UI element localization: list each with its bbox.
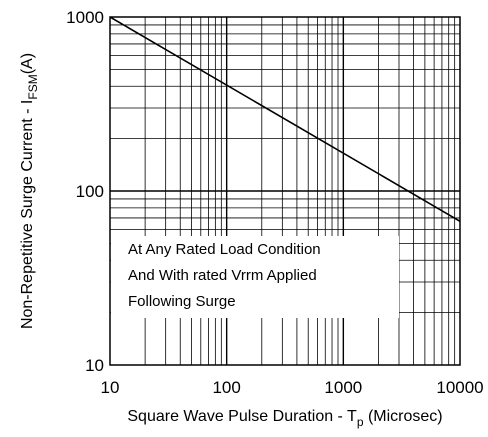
series-line [109, 16, 461, 222]
y-axis-label-unit: (A) [19, 53, 36, 74]
x-tick-label: 1000 [324, 378, 362, 397]
x-tick-label: 100 [212, 378, 240, 397]
annotation-box [111, 236, 399, 318]
x-axis-label-unit: (Microsec) [364, 408, 443, 425]
plot-frame [109, 16, 461, 366]
y-tick-labels: 10 100 1000 [66, 8, 104, 375]
y-axis-label-sub: FSM [26, 74, 40, 99]
annotation-line-3: Following Surge [128, 293, 236, 310]
y-tick-label: 100 [76, 182, 104, 201]
x-axis-label-main: Square Wave Pulse Duration - T [127, 408, 357, 425]
series-layer [109, 16, 461, 222]
x-tick-label: 10000 [436, 378, 483, 397]
x-tick-labels: 10 100 1000 10000 [101, 378, 484, 397]
y-axis-label-main: Non-Repetitive Surge Current - I [19, 100, 36, 329]
x-axis-label-sub: p [357, 415, 364, 429]
y-axis-label: Non-Repetitive Surge Current - IFSM(A) [19, 53, 40, 329]
annotation-line-1: At Any Rated Load Condition [128, 241, 321, 258]
x-axis-label: Square Wave Pulse Duration - Tp (Microse… [127, 408, 442, 429]
y-tick-label: 1000 [66, 8, 104, 27]
annotation-line-2: And With rated Vrrm Applied [128, 267, 317, 284]
y-tick-label: 10 [85, 356, 104, 375]
x-tick-label: 10 [101, 378, 120, 397]
